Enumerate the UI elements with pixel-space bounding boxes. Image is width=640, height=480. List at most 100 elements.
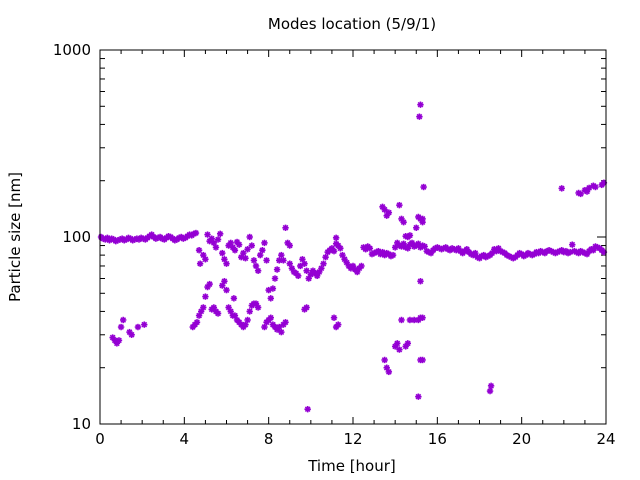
data-point xyxy=(240,249,247,257)
data-point xyxy=(332,234,340,242)
data-point xyxy=(231,246,239,254)
data-point xyxy=(195,246,203,254)
data-point xyxy=(396,201,403,209)
data-point xyxy=(416,113,423,120)
x-tick-label: 0 xyxy=(95,430,105,448)
data-point xyxy=(385,368,393,376)
data-point xyxy=(381,206,388,213)
data-point xyxy=(389,251,397,259)
x-axis-label: Time [hour] xyxy=(307,457,396,475)
data-point xyxy=(335,321,342,328)
data-point xyxy=(204,231,211,238)
data-point xyxy=(119,316,127,324)
y-tick-label: 100 xyxy=(62,228,91,246)
data-point xyxy=(202,256,209,263)
data-point xyxy=(267,314,274,321)
data-point xyxy=(320,260,327,267)
data-point xyxy=(267,295,274,302)
data-point xyxy=(271,275,279,282)
data-point xyxy=(242,321,249,328)
data-point xyxy=(417,101,424,108)
data-points xyxy=(97,101,608,413)
data-point xyxy=(322,253,329,261)
data-point xyxy=(486,387,494,395)
data-point xyxy=(128,331,135,338)
data-point xyxy=(117,323,125,331)
data-point xyxy=(303,304,310,311)
y-tick-label: 10 xyxy=(72,415,91,433)
data-point xyxy=(406,316,414,324)
x-tick-label: 24 xyxy=(596,430,615,448)
data-point xyxy=(193,319,201,326)
data-point xyxy=(244,246,251,253)
data-point xyxy=(304,405,311,413)
y-tick-label: 1000 xyxy=(53,41,91,59)
data-point xyxy=(214,236,222,243)
x-tick-label: 16 xyxy=(428,430,447,448)
data-point xyxy=(592,183,599,191)
data-point xyxy=(235,241,243,248)
data-point xyxy=(396,346,403,353)
data-point xyxy=(192,229,200,237)
data-point xyxy=(366,245,374,252)
data-point xyxy=(278,251,285,259)
data-point xyxy=(301,260,308,267)
plot-frame xyxy=(99,49,607,425)
data-point xyxy=(400,218,407,226)
data-point xyxy=(134,323,142,331)
data-point xyxy=(202,293,209,300)
y-axis-label: Particle size [nm] xyxy=(6,172,24,302)
axis-ticks: 0 4 8 12 16 20 24 10 100 1000 xyxy=(53,41,616,448)
data-point xyxy=(246,233,253,241)
data-point xyxy=(216,230,224,238)
data-point xyxy=(141,321,148,328)
data-point xyxy=(330,247,338,255)
data-point xyxy=(383,364,390,371)
data-point xyxy=(286,242,293,249)
data-point xyxy=(254,267,262,274)
data-point xyxy=(259,246,266,254)
data-point xyxy=(261,323,268,331)
data-point xyxy=(257,251,264,259)
data-point xyxy=(269,285,277,292)
data-point xyxy=(419,314,426,321)
data-point xyxy=(358,262,365,270)
data-point xyxy=(487,382,495,390)
data-point xyxy=(206,280,213,288)
x-tick-label: 4 xyxy=(180,430,190,448)
data-point xyxy=(196,260,204,267)
data-point xyxy=(282,224,289,231)
data-point xyxy=(385,209,393,216)
data-point xyxy=(569,241,576,248)
data-point xyxy=(252,262,260,270)
data-point xyxy=(330,314,338,321)
data-point xyxy=(115,337,123,344)
data-point xyxy=(214,310,222,317)
data-point xyxy=(558,185,565,192)
x-tick-label: 20 xyxy=(512,430,531,448)
data-point xyxy=(254,304,262,311)
data-point xyxy=(263,257,270,264)
data-point xyxy=(398,316,405,324)
data-point xyxy=(221,278,228,285)
data-point xyxy=(261,239,268,247)
data-point xyxy=(417,278,424,285)
x-tick-label: 12 xyxy=(343,430,362,448)
data-point xyxy=(230,295,238,302)
data-point xyxy=(381,356,388,364)
chart-title: Modes location (5/9/1) xyxy=(268,15,436,33)
data-point xyxy=(413,224,420,231)
data-point xyxy=(415,240,422,247)
data-point xyxy=(273,266,281,273)
data-point xyxy=(577,190,584,198)
data-point xyxy=(278,328,285,336)
data-point xyxy=(242,255,249,262)
data-point xyxy=(250,257,258,264)
data-point xyxy=(246,308,253,315)
data-point xyxy=(404,340,412,347)
data-point xyxy=(200,304,207,311)
data-point xyxy=(294,272,302,280)
data-point xyxy=(248,242,255,249)
